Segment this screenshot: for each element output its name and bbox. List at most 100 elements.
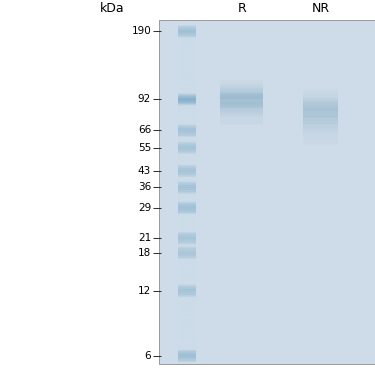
Bar: [178, 97, 196, 99]
Bar: [178, 129, 196, 131]
Bar: [178, 131, 196, 133]
Bar: [178, 95, 196, 97]
Bar: [178, 203, 196, 205]
Bar: [178, 180, 196, 182]
Bar: [303, 132, 338, 134]
Bar: [220, 116, 263, 118]
Bar: [178, 148, 196, 150]
Bar: [178, 102, 196, 104]
Bar: [178, 96, 196, 98]
Bar: [178, 130, 196, 132]
Bar: [220, 79, 263, 81]
Bar: [178, 205, 196, 207]
Bar: [178, 32, 196, 33]
Bar: [178, 360, 196, 362]
Bar: [303, 112, 338, 114]
Bar: [178, 235, 196, 237]
Bar: [178, 285, 196, 287]
Bar: [178, 125, 196, 126]
Bar: [220, 119, 263, 121]
Bar: [303, 133, 338, 135]
Bar: [220, 118, 263, 120]
Bar: [178, 138, 196, 140]
Bar: [178, 169, 196, 171]
Bar: [220, 94, 263, 96]
Bar: [178, 102, 196, 104]
Bar: [178, 211, 196, 213]
Bar: [220, 113, 263, 115]
Bar: [303, 113, 338, 116]
Bar: [178, 102, 196, 104]
Bar: [303, 89, 338, 91]
Bar: [178, 191, 196, 193]
Bar: [178, 101, 196, 103]
Bar: [303, 119, 338, 122]
Bar: [303, 92, 338, 94]
Bar: [178, 286, 196, 288]
Bar: [178, 30, 196, 32]
Bar: [178, 132, 196, 134]
Bar: [178, 189, 196, 191]
Bar: [178, 134, 196, 135]
Bar: [178, 98, 196, 100]
Bar: [220, 121, 263, 123]
Bar: [178, 238, 196, 239]
Bar: [220, 93, 263, 96]
Bar: [178, 146, 196, 148]
Bar: [178, 36, 196, 38]
Bar: [178, 35, 196, 37]
Bar: [178, 185, 196, 187]
Bar: [303, 134, 338, 136]
Bar: [220, 76, 263, 79]
Bar: [178, 170, 196, 171]
Bar: [178, 97, 196, 99]
Bar: [178, 44, 196, 45]
Bar: [178, 212, 196, 214]
Bar: [220, 108, 263, 110]
Bar: [178, 63, 196, 64]
Bar: [178, 96, 196, 98]
Bar: [178, 100, 196, 102]
Bar: [303, 135, 338, 138]
Bar: [178, 220, 196, 221]
Bar: [220, 111, 263, 114]
Bar: [178, 288, 196, 290]
Bar: [178, 126, 196, 128]
Bar: [303, 91, 338, 93]
Bar: [178, 285, 196, 286]
Bar: [178, 186, 196, 188]
Bar: [178, 194, 196, 195]
Bar: [178, 169, 196, 171]
Bar: [303, 94, 338, 96]
Bar: [178, 152, 196, 153]
Bar: [220, 75, 263, 77]
Bar: [220, 102, 263, 104]
Bar: [178, 141, 196, 143]
Bar: [178, 260, 196, 262]
Bar: [220, 73, 263, 75]
Bar: [178, 361, 196, 363]
Bar: [220, 109, 263, 111]
Bar: [178, 352, 196, 354]
Bar: [178, 30, 196, 32]
Bar: [178, 96, 196, 98]
Bar: [178, 254, 196, 256]
Bar: [178, 298, 196, 299]
Bar: [178, 284, 196, 286]
Bar: [303, 137, 338, 139]
Bar: [178, 233, 196, 235]
Bar: [178, 98, 196, 100]
Bar: [178, 149, 196, 151]
Bar: [220, 96, 263, 99]
Bar: [178, 251, 196, 253]
Bar: [178, 242, 196, 244]
Bar: [159, 20, 375, 364]
Bar: [178, 357, 196, 359]
Bar: [178, 228, 196, 229]
Bar: [178, 350, 196, 352]
Bar: [178, 358, 196, 360]
Bar: [178, 355, 196, 357]
Text: 6: 6: [144, 351, 151, 361]
Bar: [303, 130, 338, 133]
Bar: [220, 97, 263, 99]
